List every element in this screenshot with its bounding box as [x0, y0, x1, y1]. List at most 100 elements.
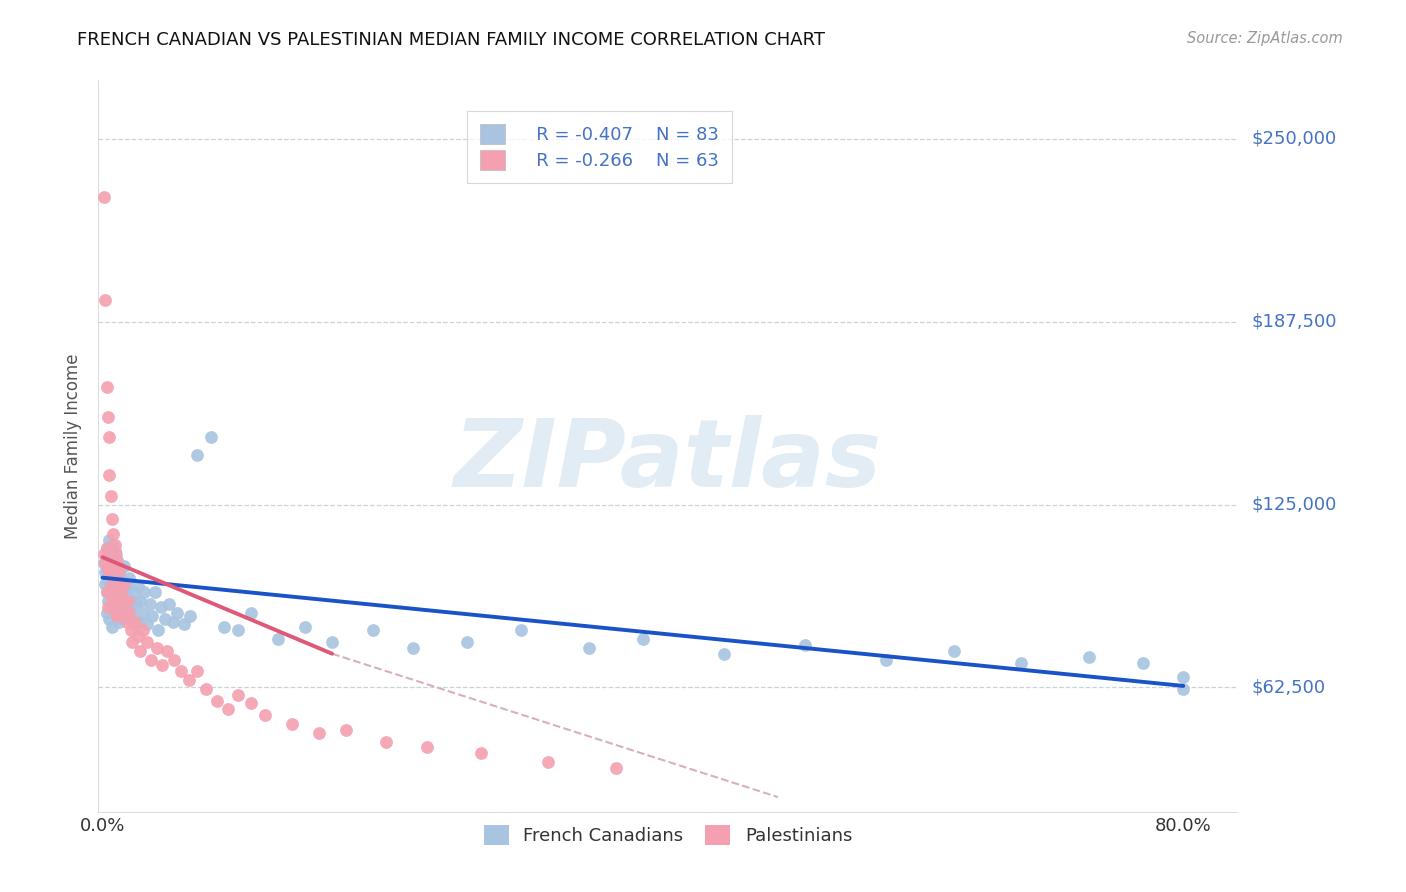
Point: [713, 647, 735, 661]
Point: [456, 635, 478, 649]
Point: [179, 608, 201, 623]
Point: [108, 576, 131, 591]
Point: [124, 617, 146, 632]
Point: [149, 599, 172, 614]
Point: [115, 597, 138, 611]
Point: [107, 615, 129, 629]
Point: [118, 606, 141, 620]
Point: [96, 585, 118, 599]
Point: [98, 574, 121, 588]
Point: [170, 665, 193, 679]
Text: $250,000: $250,000: [1251, 130, 1337, 148]
Point: [111, 594, 134, 608]
Point: [104, 585, 127, 599]
Point: [124, 615, 146, 629]
Y-axis label: Median Family Income: Median Family Income: [65, 353, 83, 539]
Point: [226, 624, 249, 638]
Point: [118, 571, 141, 585]
Point: [103, 599, 125, 614]
Text: $62,500: $62,500: [1251, 679, 1326, 697]
Point: [108, 562, 131, 576]
Point: [110, 585, 132, 599]
Point: [117, 579, 139, 593]
Point: [115, 615, 138, 629]
Point: [510, 624, 533, 638]
Point: [127, 579, 149, 593]
Point: [145, 640, 167, 655]
Point: [141, 608, 163, 623]
Text: Source: ZipAtlas.com: Source: ZipAtlas.com: [1187, 31, 1343, 46]
Point: [415, 740, 437, 755]
Point: [97, 547, 120, 561]
Text: ZIPatlas: ZIPatlas: [454, 415, 882, 507]
Point: [98, 533, 121, 547]
Text: $125,000: $125,000: [1251, 496, 1337, 514]
Point: [267, 632, 290, 646]
Point: [97, 562, 120, 576]
Point: [195, 681, 218, 696]
Point: [100, 588, 122, 602]
Point: [111, 612, 134, 626]
Point: [105, 608, 128, 623]
Point: [335, 723, 357, 737]
Point: [110, 582, 132, 597]
Point: [157, 597, 180, 611]
Point: [143, 585, 166, 599]
Point: [578, 640, 600, 655]
Point: [104, 606, 127, 620]
Point: [115, 606, 138, 620]
Point: [177, 673, 200, 687]
Point: [207, 693, 229, 707]
Point: [98, 430, 121, 444]
Point: [173, 617, 195, 632]
Point: [94, 293, 117, 307]
Point: [134, 585, 156, 599]
Point: [1132, 656, 1154, 670]
Point: [166, 606, 188, 620]
Point: [212, 620, 235, 634]
Text: $187,500: $187,500: [1251, 313, 1337, 331]
Point: [101, 582, 124, 597]
Point: [139, 652, 162, 666]
Point: [112, 558, 135, 573]
Point: [253, 708, 276, 723]
Point: [361, 624, 384, 638]
Point: [1173, 670, 1195, 684]
Point: [97, 594, 120, 608]
Point: [875, 652, 897, 666]
Point: [104, 567, 127, 582]
Point: [163, 652, 186, 666]
Point: [200, 430, 222, 444]
Point: [146, 624, 169, 638]
Point: [96, 585, 118, 599]
Point: [631, 632, 654, 646]
Point: [111, 574, 134, 588]
Point: [96, 380, 118, 394]
Point: [294, 620, 316, 634]
Point: [132, 606, 155, 620]
Point: [98, 612, 121, 626]
Point: [94, 576, 117, 591]
Point: [107, 576, 129, 591]
Point: [97, 562, 120, 576]
Point: [156, 644, 179, 658]
Point: [605, 761, 627, 775]
Point: [120, 594, 142, 608]
Point: [121, 606, 143, 620]
Point: [136, 635, 159, 649]
Point: [217, 702, 239, 716]
Point: [186, 448, 208, 462]
Point: [1077, 649, 1099, 664]
Point: [103, 526, 125, 541]
Point: [308, 725, 330, 739]
Point: [97, 409, 120, 424]
Point: [402, 640, 425, 655]
Point: [100, 489, 122, 503]
Point: [105, 553, 128, 567]
Point: [132, 624, 155, 638]
Point: [186, 665, 208, 679]
Point: [122, 585, 145, 599]
Point: [226, 688, 249, 702]
Point: [1010, 656, 1032, 670]
Point: [104, 544, 127, 558]
